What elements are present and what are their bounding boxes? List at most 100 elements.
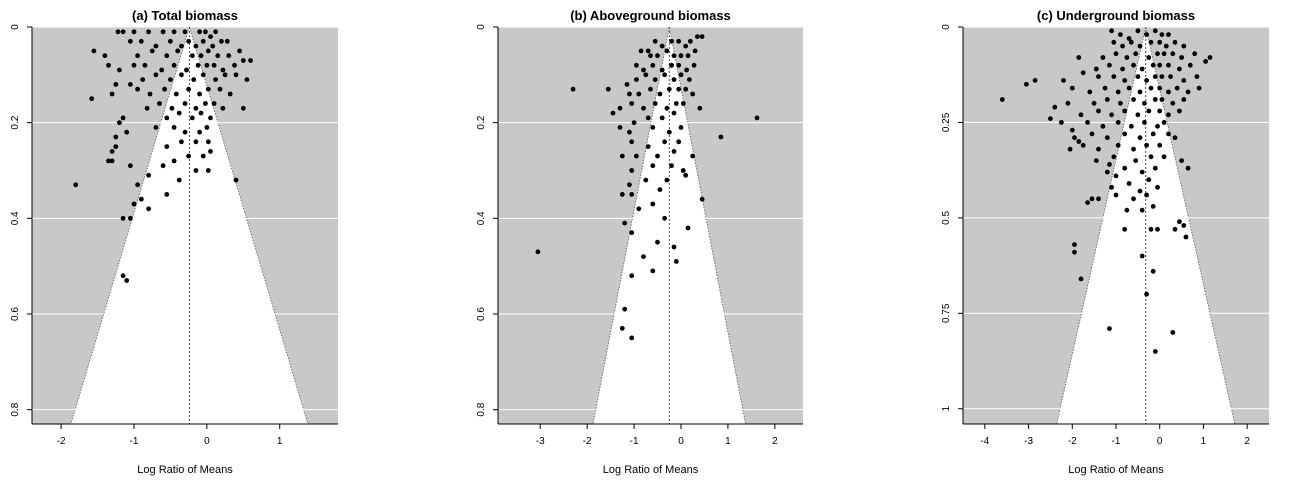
data-point bbox=[142, 62, 148, 68]
y-tick-label: 0.6 bbox=[10, 307, 21, 321]
data-point bbox=[197, 129, 203, 135]
data-point bbox=[1069, 127, 1075, 133]
data-point bbox=[683, 86, 689, 92]
data-point bbox=[1080, 142, 1086, 148]
data-point bbox=[1085, 200, 1090, 206]
data-point bbox=[208, 149, 213, 154]
data-point bbox=[1113, 51, 1119, 57]
data-point bbox=[1091, 100, 1097, 106]
data-point bbox=[652, 101, 658, 106]
data-point bbox=[648, 53, 653, 59]
data-point bbox=[164, 115, 170, 121]
data-point bbox=[1166, 32, 1171, 37]
data-point bbox=[127, 82, 133, 87]
data-point bbox=[676, 139, 682, 145]
data-point bbox=[1150, 131, 1156, 137]
data-point bbox=[629, 192, 635, 197]
data-point bbox=[1115, 142, 1121, 148]
data-point bbox=[627, 91, 632, 97]
data-point bbox=[1120, 66, 1125, 72]
data-point bbox=[1111, 39, 1117, 45]
data-point bbox=[1096, 196, 1101, 202]
data-point bbox=[205, 86, 211, 92]
data-point bbox=[1148, 39, 1154, 45]
data-point bbox=[535, 249, 541, 255]
data-point bbox=[610, 110, 616, 116]
data-point bbox=[1137, 135, 1143, 141]
data-point bbox=[237, 48, 243, 54]
data-point bbox=[1080, 70, 1086, 76]
data-point bbox=[629, 139, 635, 145]
data-point bbox=[1135, 74, 1141, 79]
data-point bbox=[1085, 120, 1090, 125]
data-point bbox=[113, 134, 119, 140]
data-point bbox=[131, 201, 137, 207]
data-point bbox=[1150, 268, 1156, 274]
data-point bbox=[650, 163, 656, 169]
data-point bbox=[652, 77, 658, 82]
y-tick-label: 0.2 bbox=[10, 115, 21, 129]
funnel-left-edge bbox=[592, 26, 670, 425]
data-point bbox=[1104, 97, 1110, 102]
y-tick-label: 0 bbox=[10, 24, 21, 30]
funnel-left-edge bbox=[70, 26, 190, 425]
data-point bbox=[1135, 112, 1141, 118]
funnel-left-edge bbox=[1056, 26, 1147, 425]
x-tick-label: -1 bbox=[130, 436, 139, 447]
data-point bbox=[1157, 85, 1163, 91]
data-point bbox=[643, 72, 649, 78]
data-point bbox=[643, 177, 649, 183]
data-point bbox=[1155, 51, 1160, 57]
data-point bbox=[650, 268, 656, 274]
data-point bbox=[182, 101, 188, 106]
data-point bbox=[692, 48, 698, 54]
data-point bbox=[193, 43, 199, 49]
data-point bbox=[1104, 169, 1110, 175]
data-point bbox=[631, 120, 637, 126]
data-point bbox=[135, 182, 141, 188]
data-point bbox=[1152, 165, 1158, 171]
data-point bbox=[191, 77, 197, 82]
data-point bbox=[147, 91, 153, 97]
data-point bbox=[1067, 146, 1073, 152]
data-point bbox=[164, 192, 170, 197]
data-point bbox=[1152, 74, 1158, 79]
data-point bbox=[213, 29, 219, 35]
data-point bbox=[127, 38, 133, 44]
data-point bbox=[227, 91, 233, 97]
data-point bbox=[195, 62, 201, 68]
data-point bbox=[1122, 165, 1128, 171]
data-point bbox=[1076, 55, 1082, 60]
data-point bbox=[175, 48, 181, 54]
data-point bbox=[117, 67, 122, 73]
data-point bbox=[146, 29, 152, 35]
data-point bbox=[1124, 55, 1130, 60]
data-point bbox=[1139, 66, 1145, 72]
data-point bbox=[1144, 32, 1149, 37]
data-point bbox=[1109, 28, 1114, 34]
data-point bbox=[205, 139, 211, 145]
data-point bbox=[1172, 135, 1178, 141]
data-point bbox=[244, 77, 250, 82]
data-point bbox=[617, 105, 623, 111]
data-point bbox=[1126, 181, 1132, 186]
data-point bbox=[168, 77, 173, 82]
data-point bbox=[687, 77, 692, 82]
funnel-right-edge bbox=[668, 26, 746, 425]
data-point bbox=[619, 192, 625, 197]
data-point bbox=[1089, 131, 1095, 137]
data-point bbox=[1131, 196, 1136, 202]
data-point bbox=[1096, 108, 1101, 114]
x-tick-label: 1 bbox=[1201, 436, 1207, 447]
y-tick-label: 0 bbox=[476, 24, 487, 30]
data-point bbox=[169, 105, 175, 111]
data-point bbox=[999, 97, 1005, 102]
data-point bbox=[676, 38, 682, 44]
data-point bbox=[636, 206, 642, 212]
data-point bbox=[113, 82, 119, 87]
data-point bbox=[205, 48, 211, 54]
data-point bbox=[1172, 39, 1178, 45]
data-point bbox=[113, 144, 119, 150]
y-tick-label: 0.2 bbox=[476, 115, 487, 129]
data-point bbox=[634, 77, 639, 82]
